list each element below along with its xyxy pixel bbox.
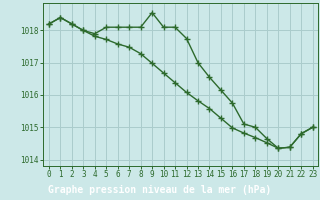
- Text: Graphe pression niveau de la mer (hPa): Graphe pression niveau de la mer (hPa): [48, 185, 272, 195]
